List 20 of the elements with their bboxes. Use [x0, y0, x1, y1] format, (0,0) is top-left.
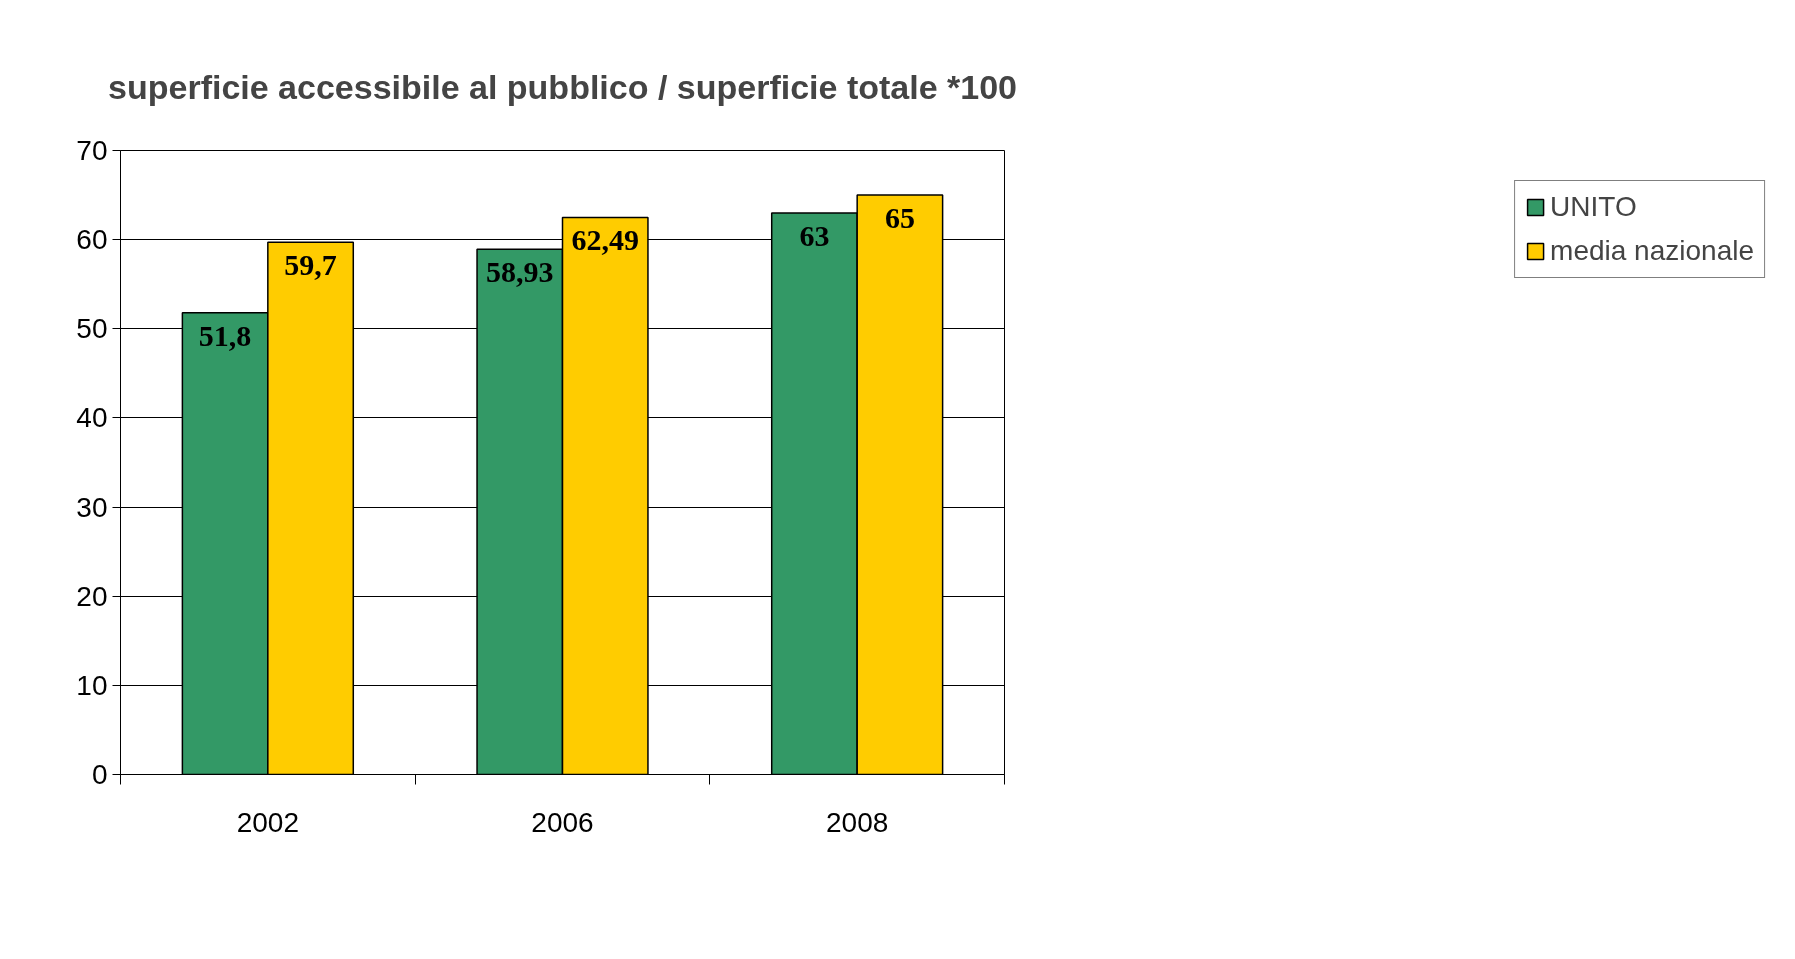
data-label: 59,7	[284, 248, 337, 282]
chart-title: superficie accessibile al pubblico / superficie totale *100	[108, 67, 1017, 106]
y-tick-label: 30	[76, 491, 108, 523]
y-tick-label: 40	[76, 402, 108, 434]
y-tick-label: 20	[76, 580, 108, 612]
data-label: 62,49	[571, 223, 639, 257]
y-tick-label: 50	[76, 313, 108, 345]
y-tick-label: 0	[91, 759, 108, 790]
data-label: 63	[799, 218, 830, 252]
x-tick-label: 2006	[531, 806, 594, 838]
x-tick-label: 2008	[826, 806, 889, 838]
y-tick-label: 10	[76, 669, 108, 701]
x-tick-label: 2002	[236, 806, 299, 838]
data-label: 65	[884, 201, 915, 235]
legend-label: media nazionale	[1550, 235, 1754, 267]
legend-label: UNITO	[1550, 191, 1637, 223]
y-tick-label: 70	[76, 135, 108, 166]
data-label: 51,8	[198, 318, 252, 352]
data-label: 58,93	[486, 255, 554, 289]
y-tick-label: 60	[76, 224, 108, 256]
